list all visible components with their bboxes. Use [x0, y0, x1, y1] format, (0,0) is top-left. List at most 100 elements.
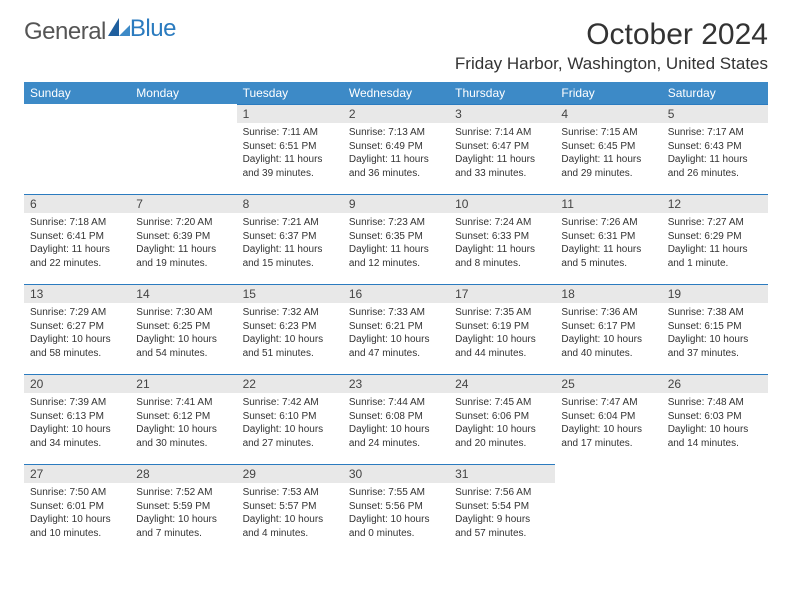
calendar-day-cell: 19Sunrise: 7:38 AMSunset: 6:15 PMDayligh…	[662, 284, 768, 374]
sunrise-text: Sunrise: 7:21 AM	[243, 216, 337, 230]
calendar-day-cell: 20Sunrise: 7:39 AMSunset: 6:13 PMDayligh…	[24, 374, 130, 464]
calendar-day-cell: 7Sunrise: 7:20 AMSunset: 6:39 PMDaylight…	[130, 194, 236, 284]
sunrise-text: Sunrise: 7:30 AM	[136, 306, 230, 320]
sunrise-text: Sunrise: 7:24 AM	[455, 216, 549, 230]
day-number: 30	[343, 464, 449, 483]
brand-part1: General	[24, 18, 106, 46]
day-details: Sunrise: 7:35 AMSunset: 6:19 PMDaylight:…	[449, 303, 555, 366]
day-details: Sunrise: 7:48 AMSunset: 6:03 PMDaylight:…	[662, 393, 768, 456]
sunset-text: Sunset: 6:27 PM	[30, 320, 124, 334]
sunset-text: Sunset: 6:39 PM	[136, 230, 230, 244]
sunrise-text: Sunrise: 7:41 AM	[136, 396, 230, 410]
calendar-day-cell: 5Sunrise: 7:17 AMSunset: 6:43 PMDaylight…	[662, 104, 768, 194]
sunrise-text: Sunrise: 7:32 AM	[243, 306, 337, 320]
day-number: 2	[343, 104, 449, 123]
calendar-day-cell: 8Sunrise: 7:21 AMSunset: 6:37 PMDaylight…	[237, 194, 343, 284]
day-details: Sunrise: 7:38 AMSunset: 6:15 PMDaylight:…	[662, 303, 768, 366]
sunrise-text: Sunrise: 7:17 AM	[668, 126, 762, 140]
location-text: Friday Harbor, Washington, United States	[455, 54, 768, 74]
day-details: Sunrise: 7:29 AMSunset: 6:27 PMDaylight:…	[24, 303, 130, 366]
calendar-day-cell: 27 Sunrise: 7:50 AMSunset: 6:01 PMDayligh…	[24, 464, 130, 554]
day-details: Sunrise: 7:18 AMSunset: 6:41 PMDaylight:…	[24, 213, 130, 276]
sunset-text: Sunset: 5:57 PM	[243, 500, 337, 514]
sunset-text: Sunset: 6:35 PM	[349, 230, 443, 244]
daylight-text: Daylight: 11 hours and 36 minutes.	[349, 153, 443, 180]
weekday-header: Tuesday	[237, 82, 343, 104]
calendar-day-cell: 16Sunrise: 7:33 AMSunset: 6:21 PMDayligh…	[343, 284, 449, 374]
day-number: 28	[130, 464, 236, 483]
calendar-empty-cell	[662, 464, 768, 554]
day-number: 5	[662, 104, 768, 123]
day-details: Sunrise: 7:55 AMSunset: 5:56 PMDaylight:…	[343, 483, 449, 546]
sunrise-text: Sunrise: 7:50 AM	[30, 486, 124, 500]
calendar-day-cell: 4Sunrise: 7:15 AMSunset: 6:45 PMDaylight…	[555, 104, 661, 194]
sunset-text: Sunset: 5:56 PM	[349, 500, 443, 514]
day-details: Sunrise: 7:24 AMSunset: 6:33 PMDaylight:…	[449, 213, 555, 276]
calendar-day-cell: 30Sunrise: 7:55 AMSunset: 5:56 PMDayligh…	[343, 464, 449, 554]
day-number: 14	[130, 284, 236, 303]
day-number: 29	[237, 464, 343, 483]
daylight-text: Daylight: 10 hours and 0 minutes.	[349, 513, 443, 540]
daylight-text: Daylight: 11 hours and 33 minutes.	[455, 153, 549, 180]
title-block: October 2024 Friday Harbor, Washington, …	[455, 18, 768, 74]
header: General Blue October 2024 Friday Harbor,…	[24, 18, 768, 74]
sunset-text: Sunset: 6:47 PM	[455, 140, 549, 154]
day-details: Sunrise: 7:30 AMSunset: 6:25 PMDaylight:…	[130, 303, 236, 366]
sunset-text: Sunset: 5:54 PM	[455, 500, 549, 514]
weekday-header: Friday	[555, 82, 661, 104]
daylight-text: Daylight: 11 hours and 26 minutes.	[668, 153, 762, 180]
sunset-text: Sunset: 6:04 PM	[561, 410, 655, 424]
day-details: Sunrise: 7:56 AMSunset: 5:54 PMDaylight:…	[449, 483, 555, 546]
calendar-day-cell: 14Sunrise: 7:30 AMSunset: 6:25 PMDayligh…	[130, 284, 236, 374]
day-details: Sunrise: 7:45 AMSunset: 6:06 PMDaylight:…	[449, 393, 555, 456]
sunset-text: Sunset: 6:01 PM	[30, 500, 124, 514]
calendar-empty-cell	[555, 464, 661, 554]
weekday-header: Sunday	[24, 82, 130, 104]
sunset-text: Sunset: 6:49 PM	[349, 140, 443, 154]
calendar-day-cell: 29Sunrise: 7:53 AMSunset: 5:57 PMDayligh…	[237, 464, 343, 554]
calendar-week-row: 6Sunrise: 7:18 AMSunset: 6:41 PMDaylight…	[24, 194, 768, 284]
daylight-text: Daylight: 11 hours and 15 minutes.	[243, 243, 337, 270]
daylight-text: Daylight: 10 hours and 58 minutes.	[30, 333, 124, 360]
calendar-empty-cell	[24, 104, 130, 194]
sunset-text: Sunset: 6:13 PM	[30, 410, 124, 424]
day-number: 27	[24, 464, 130, 483]
calendar-day-cell: 21Sunrise: 7:41 AMSunset: 6:12 PMDayligh…	[130, 374, 236, 464]
day-number: 11	[555, 194, 661, 213]
daylight-text: Daylight: 10 hours and 24 minutes.	[349, 423, 443, 450]
daylight-text: Daylight: 11 hours and 12 minutes.	[349, 243, 443, 270]
sunrise-text: Sunrise: 7:33 AM	[349, 306, 443, 320]
calendar-week-row: 13Sunrise: 7:29 AMSunset: 6:27 PMDayligh…	[24, 284, 768, 374]
sunrise-text: Sunrise: 7:29 AM	[30, 306, 124, 320]
weekday-header: Saturday	[662, 82, 768, 104]
calendar-day-cell: 2Sunrise: 7:13 AMSunset: 6:49 PMDaylight…	[343, 104, 449, 194]
sunrise-text: Sunrise: 7:15 AM	[561, 126, 655, 140]
day-details: Sunrise: 7:53 AMSunset: 5:57 PMDaylight:…	[237, 483, 343, 546]
sunrise-text: Sunrise: 7:11 AM	[243, 126, 337, 140]
calendar-week-row: 27Sunrise: 7:50 AMSunset: 6:01 PMDayligh…	[24, 464, 768, 554]
sunset-text: Sunset: 6:25 PM	[136, 320, 230, 334]
daylight-text: Daylight: 11 hours and 8 minutes.	[455, 243, 549, 270]
daylight-text: Daylight: 11 hours and 19 minutes.	[136, 243, 230, 270]
brand-logo: General Blue	[24, 18, 176, 46]
calendar-day-cell: 17Sunrise: 7:35 AMSunset: 6:19 PMDayligh…	[449, 284, 555, 374]
daylight-text: Daylight: 10 hours and 37 minutes.	[668, 333, 762, 360]
sunrise-text: Sunrise: 7:26 AM	[561, 216, 655, 230]
daylight-text: Daylight: 10 hours and 4 minutes.	[243, 513, 337, 540]
calendar-week-row: 20Sunrise: 7:39 AMSunset: 6:13 PMDayligh…	[24, 374, 768, 464]
day-number: 9	[343, 194, 449, 213]
sunset-text: Sunset: 6:41 PM	[30, 230, 124, 244]
day-number: 17	[449, 284, 555, 303]
daylight-text: Daylight: 11 hours and 22 minutes.	[30, 243, 124, 270]
calendar-day-cell: 6Sunrise: 7:18 AMSunset: 6:41 PMDaylight…	[24, 194, 130, 284]
weekday-header: Wednesday	[343, 82, 449, 104]
sunset-text: Sunset: 6:10 PM	[243, 410, 337, 424]
sunrise-text: Sunrise: 7:56 AM	[455, 486, 549, 500]
day-number: 22	[237, 374, 343, 393]
daylight-text: Daylight: 10 hours and 10 minutes.	[30, 513, 124, 540]
weekday-header: Thursday	[449, 82, 555, 104]
sunset-text: Sunset: 6:51 PM	[243, 140, 337, 154]
day-details: Sunrise: 7:36 AMSunset: 6:17 PMDaylight:…	[555, 303, 661, 366]
day-details: Sunrise: 7:33 AMSunset: 6:21 PMDaylight:…	[343, 303, 449, 366]
daylight-text: Daylight: 11 hours and 1 minute.	[668, 243, 762, 270]
